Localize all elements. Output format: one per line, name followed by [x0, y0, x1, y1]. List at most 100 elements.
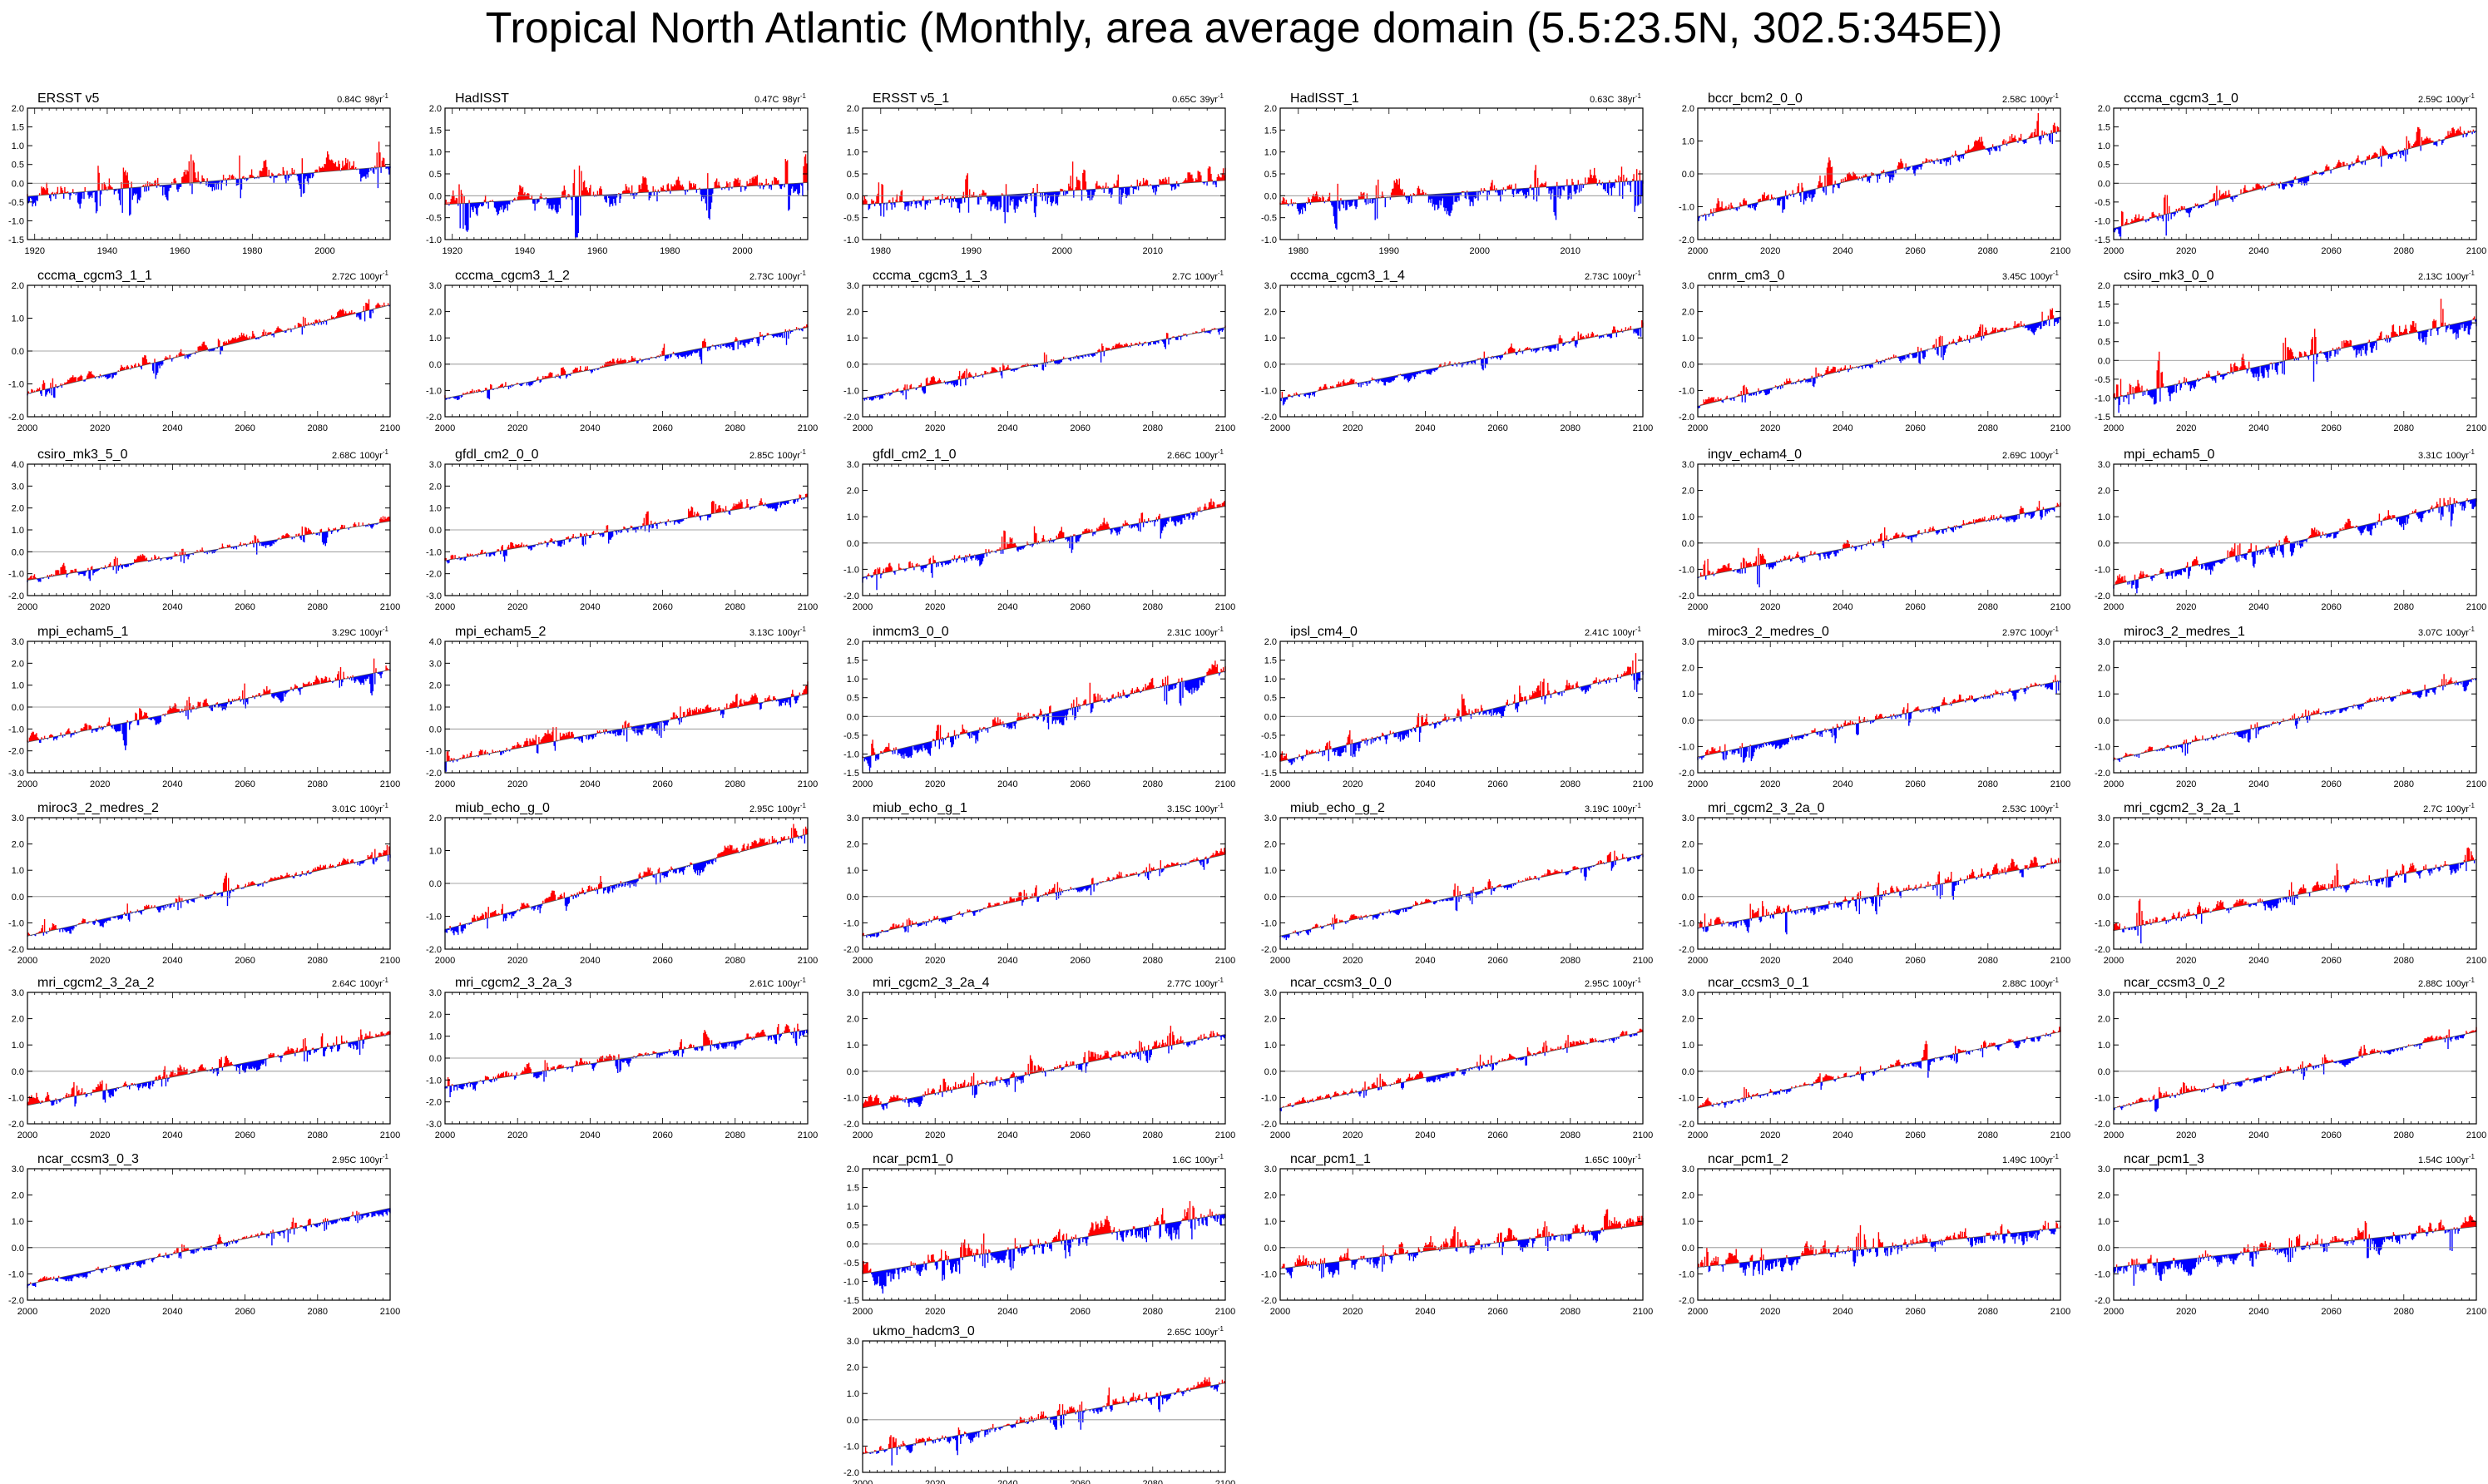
trend-period: 100yr — [2030, 451, 2053, 461]
x-tick-label: 2100 — [798, 423, 818, 433]
y-tick-label: -1.0 — [1679, 918, 1694, 928]
series-below-trend — [1697, 507, 2055, 588]
panel-miroc3-2-medres-0: miroc3_2_medres_0 2.97C 100yr-1 3.0 2.0 1.0 0.… — [1679, 625, 2070, 789]
x-tick-label: 2060 — [2321, 1130, 2341, 1140]
x-tick-label: 2100 — [2466, 602, 2486, 612]
series-above-trend — [862, 660, 1226, 758]
trend-exponent: -1 — [1635, 270, 1642, 277]
series-above-trend — [27, 658, 390, 743]
y-tick-label: 2.0 — [847, 840, 859, 850]
x-tick-label: 2020 — [925, 1307, 945, 1317]
x-tick-label: 1980 — [1289, 246, 1308, 256]
panel-mpi-echam5-1: mpi_echam5_1 3.29C 100yr-1 3.0 2.0 1.0 0.0 -1.0… — [8, 625, 400, 789]
x-tick-label: 2080 — [1978, 779, 1998, 789]
trend-period: 100yr — [2446, 979, 2469, 989]
y-tick-label: -1.0 — [426, 547, 442, 557]
series-above-trend — [27, 299, 389, 394]
y-tick-label: 1.5 — [847, 656, 859, 666]
x-tick-label: 2060 — [1905, 1130, 1925, 1140]
x-tick-label: 2080 — [308, 602, 328, 612]
trend-label: 0.84C 98yr-1 — [337, 92, 388, 105]
x-tick-label: 2060 — [1905, 246, 1925, 256]
series-above-trend — [27, 516, 391, 581]
x-tick-label: 2080 — [725, 779, 745, 789]
x-tick-label: 2040 — [1833, 602, 1852, 612]
y-tick-label: 0.0 — [1264, 191, 1277, 201]
x-tick-label: 2000 — [1052, 246, 1072, 256]
x-tick-label: 2040 — [580, 423, 600, 433]
y-tick-label: -1.5 — [843, 1296, 859, 1306]
y-tick-label: 2.0 — [2098, 104, 2110, 114]
y-tick-label: -3.0 — [426, 1120, 442, 1130]
panel-miub-echo-g-1: miub_echo_g_1 3.15C 100yr-1 3.0 2.0 1.0 0.0 -1.… — [843, 801, 1235, 966]
y-tick-label: 1.0 — [1264, 148, 1277, 158]
trend-exponent: -1 — [383, 92, 389, 100]
trend-period: 100yr — [2446, 804, 2469, 814]
trend-label: 2.77C 100yr-1 — [1167, 977, 1224, 989]
y-tick-label: 1.0 — [847, 866, 859, 876]
series-below-trend — [27, 304, 391, 398]
y-tick-label: 1.0 — [1264, 866, 1277, 876]
trend-period: 100yr — [2030, 272, 2053, 282]
series-above-trend — [1697, 113, 2061, 217]
x-tick-label: 2100 — [1633, 1130, 1653, 1140]
trend-period: 100yr — [777, 804, 800, 814]
trend-period: 98yr — [782, 95, 800, 105]
y-tick-label: 1.0 — [2098, 1041, 2110, 1051]
trend-line — [1697, 862, 2061, 929]
x-tick-label: 2060 — [2321, 779, 2341, 789]
y-tick-label: -0.5 — [843, 1259, 859, 1269]
y-tick-label: 1.0 — [12, 1217, 24, 1227]
trend-exponent: -1 — [2053, 802, 2060, 809]
trend-value: 1.6C — [1172, 1155, 1191, 1165]
plot-frame — [2113, 817, 2477, 950]
panel-title: miroc3_2_medres_1 — [2124, 625, 2245, 639]
y-tick-label: -0.5 — [426, 214, 442, 224]
trend-exponent: -1 — [383, 977, 389, 984]
y-tick-label: 2.0 — [1682, 308, 1694, 318]
series-above-trend — [2114, 497, 2468, 586]
y-tick-label: 0.0 — [2098, 716, 2110, 726]
panel-csiro-mk3-5-0: csiro_mk3_5_0 2.68C 100yr-1 4.0 3.0 2.0 1.0 0.0… — [8, 448, 400, 612]
plot-frame — [2113, 463, 2477, 596]
series-above-trend — [447, 1023, 799, 1086]
trend-value: 2.41C — [1585, 628, 1609, 638]
panel-title: ncar_ccsm3_0_1 — [1708, 976, 1809, 990]
y-tick-label: 3.0 — [1682, 988, 1694, 998]
y-tick-label: 3.0 — [1264, 281, 1277, 291]
trend-exponent: -1 — [2053, 92, 2060, 100]
y-tick-label: 3.0 — [429, 281, 442, 291]
trend-line — [1697, 316, 2061, 407]
trend-period: 100yr — [359, 979, 383, 989]
y-tick-label: -2.0 — [426, 769, 442, 779]
x-tick-label: 2020 — [2176, 602, 2196, 612]
y-tick-label: 1.5 — [847, 126, 859, 136]
y-tick-label: 2.0 — [1264, 840, 1277, 850]
x-tick-label: 2080 — [725, 602, 745, 612]
trend-period: 98yr — [364, 95, 383, 105]
x-tick-label: 2060 — [1487, 423, 1507, 433]
trend-value: 0.65C — [1172, 95, 1196, 105]
y-tick-label: 2.0 — [2098, 840, 2110, 850]
trend-line — [27, 166, 391, 197]
y-tick-label: -2.0 — [1679, 235, 1694, 245]
trend-line — [444, 327, 809, 399]
y-tick-label: 1.0 — [2098, 512, 2110, 522]
x-tick-label: 2000 — [1688, 602, 1708, 612]
series-above-trend — [444, 493, 808, 561]
panel-cnrm-cm3-0: cnrm_cm3_0 3.45C 100yr-1 3.0 2.0 1.0 0.0 -1.0 -2… — [1679, 269, 2070, 433]
y-tick-label: -1.0 — [843, 749, 859, 759]
panel-title: miroc3_2_medres_0 — [1708, 625, 1829, 639]
x-tick-label: 2020 — [2176, 1130, 2196, 1140]
series-below-trend — [1279, 854, 1644, 941]
plot-frame — [1697, 463, 2061, 596]
y-tick-label: 2.0 — [429, 1010, 442, 1020]
x-tick-label: 2000 — [17, 1307, 37, 1317]
series-above-trend — [27, 1029, 391, 1106]
x-tick-label: 2100 — [380, 1130, 400, 1140]
y-tick-label: 3.0 — [2098, 814, 2110, 824]
y-tick-label: -1.0 — [2095, 393, 2110, 403]
trend-label: 2.7C 100yr-1 — [1172, 270, 1224, 282]
y-tick-label: 2.0 — [847, 1165, 859, 1175]
